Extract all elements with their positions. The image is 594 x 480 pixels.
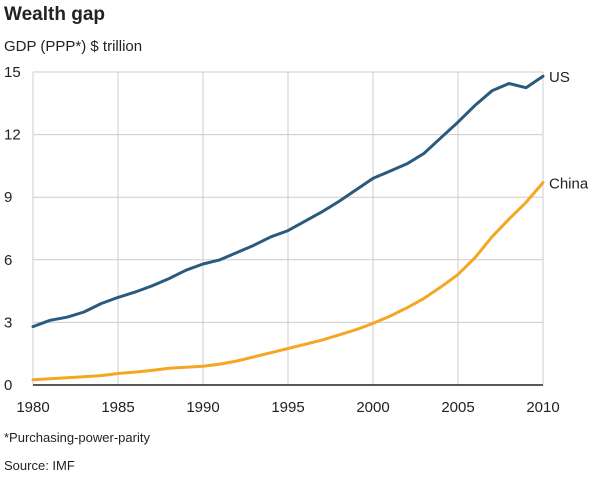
y-tick-label: 0 xyxy=(4,377,12,394)
chart-title: Wealth gap xyxy=(4,4,105,25)
y-tick-label: 9 xyxy=(4,189,12,206)
series-lines xyxy=(31,74,545,382)
x-tick-label: 1990 xyxy=(186,399,219,416)
y-tick-label: 6 xyxy=(4,252,12,269)
x-tick-label: 1995 xyxy=(271,399,304,416)
series-label-china: China xyxy=(549,176,589,193)
x-tick-label: 2010 xyxy=(526,399,559,416)
series-labels: US China xyxy=(549,69,589,192)
x-tick-label: 2000 xyxy=(356,399,389,416)
source-note: Source: IMF xyxy=(4,458,75,473)
footnote: *Purchasing-power-parity xyxy=(4,430,150,445)
x-tick-label: 1980 xyxy=(16,399,49,416)
y-tick-label: 3 xyxy=(4,314,12,331)
y-tick-label: 12 xyxy=(4,127,21,144)
chart-subtitle: GDP (PPP*) $ trillion xyxy=(4,38,143,55)
series-label-us: US xyxy=(549,69,570,86)
x-tick-label: 2005 xyxy=(441,399,474,416)
x-tick-label: 1985 xyxy=(101,399,134,416)
series-line-china xyxy=(31,181,545,382)
y-tick-labels: 0 3 6 9 12 15 xyxy=(4,64,21,394)
gridlines xyxy=(32,71,544,385)
series-line-us xyxy=(31,74,545,329)
y-tick-label: 15 xyxy=(4,64,21,81)
x-tick-labels: 1980 1985 1990 1995 2000 2005 2010 xyxy=(16,399,559,416)
